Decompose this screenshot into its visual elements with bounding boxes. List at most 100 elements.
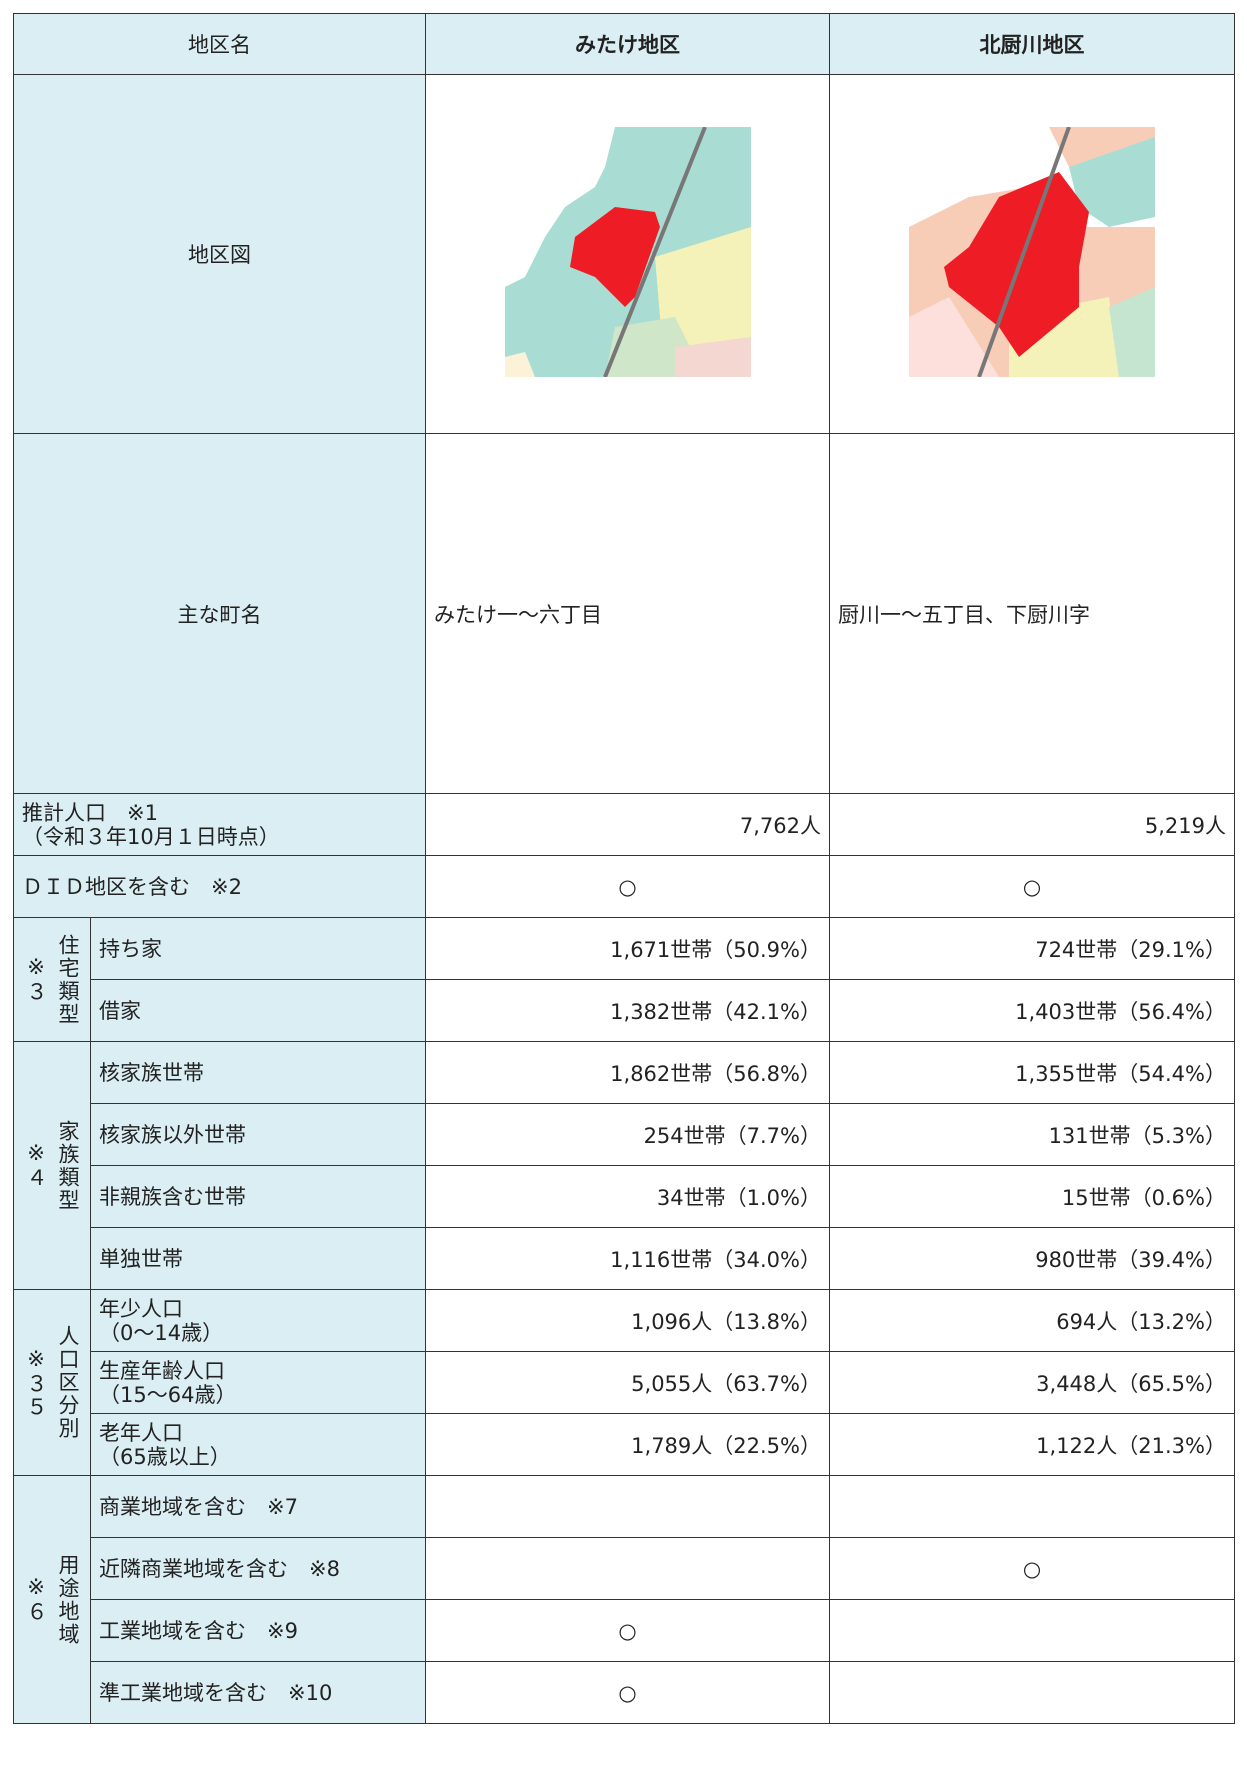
group-row: 工業地域を含む ※9 ○: [14, 1599, 1235, 1662]
value-cell: 694人（13.2%）: [829, 1289, 1235, 1352]
district-table: 地区名 みたけ地区 北厨川地区 地区図 主な町名 みたけ一～六丁目 厨川一～五丁目、…: [13, 13, 1235, 1724]
label-text: 推計人口 ※1: [22, 800, 158, 825]
label-text: 準工業地域を含む ※10: [99, 1680, 333, 1705]
label-text: 核家族世帯: [99, 1060, 204, 1085]
label-text: 持ち家: [99, 936, 162, 961]
value-cell: 1,789人（22.5%）: [425, 1413, 830, 1476]
row-label: 非親族含む世帯: [90, 1165, 426, 1228]
sublabel-text: （15～64歳）: [99, 1382, 237, 1407]
row-label: 主な町名: [13, 433, 426, 794]
value-cell: [425, 1475, 830, 1538]
value-cell: 1,116世帯（34.0%）: [425, 1227, 830, 1290]
row-label: 単独世帯: [90, 1227, 426, 1290]
group-row: ※４ 家族類型 核家族世帯 1,862世帯（56.8%） 1,355世帯（54.4%）: [13, 1041, 1235, 1290]
row-label: 老年人口 （65歳以上）: [90, 1413, 426, 1476]
group-note: ※６: [24, 1575, 48, 1624]
group-row: 近隣商業地域を含む ※8 ○: [14, 1537, 1235, 1600]
map-cell: [425, 74, 830, 434]
value-cell: 254世帯（7.7%）: [425, 1103, 830, 1166]
row-label: 生産年齢人口 （15～64歳）: [90, 1351, 426, 1414]
group-label-wrap: ※６ 用途地域: [15, 1553, 90, 1646]
group-label-wrap: ※３５ 人口区分別: [15, 1325, 90, 1440]
value-cell: 15世帯（0.6%）: [829, 1165, 1235, 1228]
group-label: ※６ 用途地域: [13, 1475, 91, 1724]
value-cell: 724世帯（29.1%）: [829, 917, 1235, 980]
label-text: 近隣商業地域を含む ※8: [99, 1556, 340, 1581]
row-label: 借家: [90, 979, 426, 1042]
map-label: 地区図: [13, 74, 426, 434]
group-label: ※４ 家族類型: [13, 1041, 91, 1290]
value-cell: 厨川一～五丁目、下厨川字: [829, 433, 1235, 794]
group-label: ※３５ 人口区分別: [13, 1289, 91, 1476]
value-cell: 1,355世帯（54.4%）: [829, 1041, 1235, 1104]
value-cell: 5,219人: [829, 793, 1235, 856]
population-row: 推計人口 ※1 （令和３年10月１日時点） 7,762人 5,219人: [13, 793, 1235, 856]
label-text: 核家族以外世帯: [99, 1122, 246, 1147]
group-row: 核家族以外世帯 254世帯（7.7%） 131世帯（5.3%）: [14, 1103, 1235, 1166]
row-label: 持ち家: [90, 917, 426, 980]
group-note: ※４: [24, 1141, 48, 1190]
towns-row: 主な町名 みたけ一～六丁目 厨川一～五丁目、下厨川字: [13, 433, 1235, 794]
value-cell: 1,403世帯（56.4%）: [829, 979, 1235, 1042]
group-row: ※３５ 人口区分別 年少人口 （0～14歳） 1,096人（13.8%） 694人（13.…: [13, 1289, 1235, 1476]
value-cell: 1,096人（13.8%）: [425, 1289, 830, 1352]
value-cell: 5,055人（63.7%）: [425, 1351, 830, 1414]
label-text: 生産年齢人口: [99, 1358, 225, 1383]
row-label: 核家族以外世帯: [90, 1103, 426, 1166]
row-label: 準工業地域を含む ※10: [90, 1661, 426, 1724]
group-label-wrap: ※３ 住宅類型: [15, 934, 90, 1026]
value-cell: ○: [425, 1661, 830, 1724]
group-row: 非親族含む世帯 34世帯（1.0%） 15世帯（0.6%）: [14, 1165, 1235, 1228]
row-label: 年少人口 （0～14歳）: [90, 1289, 426, 1352]
district-map: [909, 125, 1155, 378]
value-cell: 1,122人（21.3%）: [829, 1413, 1235, 1476]
label-text: ＤＩＤ地区を含む ※2: [22, 874, 242, 899]
value-cell: ○: [425, 1599, 830, 1662]
value-cell: 980世帯（39.4%）: [829, 1227, 1235, 1290]
label-text: 非親族含む世帯: [99, 1184, 246, 1209]
row-label: 工業地域を含む ※9: [90, 1599, 426, 1662]
group-row: 生産年齢人口 （15～64歳） 5,055人（63.7%） 3,448人（65.5%）: [14, 1351, 1235, 1414]
row-label: 推計人口 ※1 （令和３年10月１日時点）: [13, 793, 426, 856]
group-note: ※３５: [24, 1346, 48, 1419]
value-cell: 131世帯（5.3%）: [829, 1103, 1235, 1166]
value-cell: [425, 1537, 830, 1600]
map-row: 地区図: [13, 74, 1235, 434]
group-row: 借家 1,382世帯（42.1%） 1,403世帯（56.4%）: [14, 979, 1235, 1042]
value-cell: 1,862世帯（56.8%）: [425, 1041, 830, 1104]
label-text: 商業地域を含む ※7: [99, 1494, 298, 1519]
label-text: 借家: [99, 998, 141, 1023]
value-cell: 7,762人: [425, 793, 830, 856]
header-label: 地区名: [13, 13, 426, 75]
value-cell: ○: [829, 855, 1235, 918]
value-cell: ○: [425, 855, 830, 918]
sublabel-text: （0～14歳）: [99, 1320, 224, 1345]
group-label-wrap: ※４ 家族類型: [15, 1119, 90, 1212]
group-row: 単独世帯 1,116世帯（34.0%） 980世帯（39.4%）: [14, 1227, 1235, 1290]
group-title: 家族類型: [56, 1119, 80, 1212]
value-cell: 3,448人（65.5%）: [829, 1351, 1235, 1414]
row-label: 近隣商業地域を含む ※8: [90, 1537, 426, 1600]
row-label: 核家族世帯: [90, 1041, 426, 1104]
district-name: みたけ地区: [425, 13, 830, 75]
group-row: ※３ 住宅類型 持ち家 1,671世帯（50.9%） 724世帯（29.1%）: [13, 917, 1235, 1042]
group-row: ※６ 用途地域 商業地域を含む ※7: [13, 1475, 1235, 1724]
header-row: 地区名 みたけ地区 北厨川地区: [13, 13, 1235, 75]
group-title: 人口区分別: [56, 1325, 80, 1440]
value-cell: 34世帯（1.0%）: [425, 1165, 830, 1228]
label-text: 老年人口: [99, 1420, 183, 1445]
group-label: ※３ 住宅類型: [13, 917, 91, 1042]
value-cell: [829, 1599, 1235, 1662]
group-row: 準工業地域を含む ※10 ○: [14, 1661, 1235, 1724]
label-text: 工業地域を含む ※9: [99, 1618, 298, 1643]
label-text: 年少人口: [99, 1296, 183, 1321]
row-label: ＤＩＤ地区を含む ※2: [13, 855, 426, 918]
group-row: 老年人口 （65歳以上） 1,789人（22.5%） 1,122人（21.3%）: [14, 1413, 1235, 1476]
value-cell: みたけ一～六丁目: [425, 433, 830, 794]
group-title: 用途地域: [56, 1553, 80, 1646]
sublabel-text: （65歳以上）: [99, 1444, 231, 1469]
district-name: 北厨川地区: [829, 13, 1235, 75]
value-cell: 1,382世帯（42.1%）: [425, 979, 830, 1042]
did-row: ＤＩＤ地区を含む ※2 ○ ○: [13, 855, 1235, 918]
